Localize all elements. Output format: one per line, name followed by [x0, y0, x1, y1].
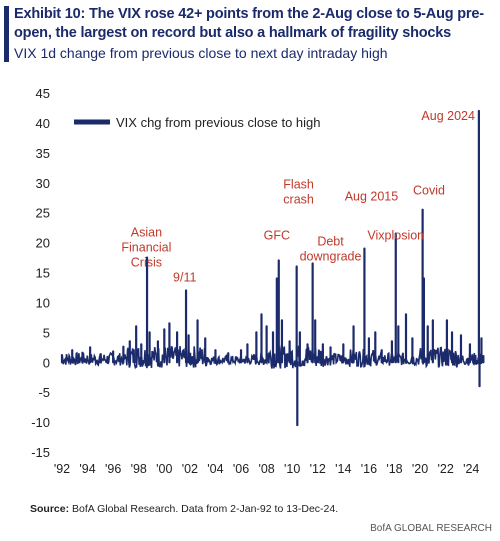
y-tick-label: 45 — [36, 86, 50, 101]
title-accent-bar — [4, 6, 9, 62]
event-annotation: Aug 2015 — [345, 190, 399, 204]
event-annotation: Aug 2024 — [421, 109, 475, 123]
chart-subtitle: VIX 1d change from previous close to nex… — [14, 45, 388, 61]
x-tick-label: '20 — [412, 462, 428, 476]
y-tick-label: 0 — [43, 355, 50, 370]
event-annotation: Covid — [413, 184, 445, 198]
x-tick-label: '08 — [258, 462, 274, 476]
source-label: Source: — [30, 503, 70, 515]
x-tick-label: '00 — [156, 462, 172, 476]
x-tick-label: '24 — [463, 462, 479, 476]
event-annotation: 9/11 — [173, 270, 196, 284]
event-annotation: Asian Financial Crisis — [121, 226, 171, 270]
x-tick-label: '10 — [284, 462, 300, 476]
event-annotation: Debt downgrade — [300, 235, 362, 264]
x-tick-label: '16 — [361, 462, 377, 476]
x-tick-label: '14 — [335, 462, 351, 476]
y-tick-label: -10 — [31, 415, 50, 430]
vix-chart: 45 40 35 30 25 20 15 10 5 0 -5 -10 -15 '92 '94 '96 '98 '0… — [31, 86, 485, 476]
source-text: BofA Global Research. Data from 2-Jan-92… — [69, 503, 339, 515]
y-tick-label: 35 — [36, 146, 50, 161]
x-tick-label: '96 — [105, 462, 121, 476]
y-tick-label: 10 — [36, 295, 50, 310]
source-note: Source: BofA Global Research. Data from … — [30, 503, 338, 515]
y-tick-label: 30 — [36, 176, 50, 191]
event-annotation: Vixplosion — [367, 229, 424, 243]
y-tick-label: -5 — [38, 385, 50, 400]
y-tick-label: 20 — [36, 236, 50, 251]
x-tick-label: '06 — [233, 462, 249, 476]
y-tick-label: 25 — [36, 206, 50, 221]
x-tick-label: '12 — [310, 462, 326, 476]
event-annotation: GFC — [264, 229, 290, 243]
x-tick-label: '92 — [54, 462, 70, 476]
x-tick-label: '22 — [437, 462, 453, 476]
brand-label: BofA GLOBAL RESEARCH — [370, 523, 492, 534]
x-tick-label: '02 — [182, 462, 198, 476]
y-tick-label: 15 — [36, 266, 50, 281]
event-annotation: Flash crash — [283, 178, 314, 207]
legend-label: VIX chg from previous close to high — [116, 115, 321, 130]
y-tick-label: -15 — [31, 445, 50, 460]
y-tick-label: 40 — [36, 116, 50, 131]
x-tick-label: '98 — [131, 462, 147, 476]
x-tick-label: '18 — [386, 462, 402, 476]
y-tick-label: 5 — [43, 325, 50, 340]
chart-title: Exhibit 10: The VIX rose 42+ points from… — [14, 6, 484, 41]
x-tick-label: '04 — [207, 462, 223, 476]
x-tick-label: '94 — [79, 462, 95, 476]
